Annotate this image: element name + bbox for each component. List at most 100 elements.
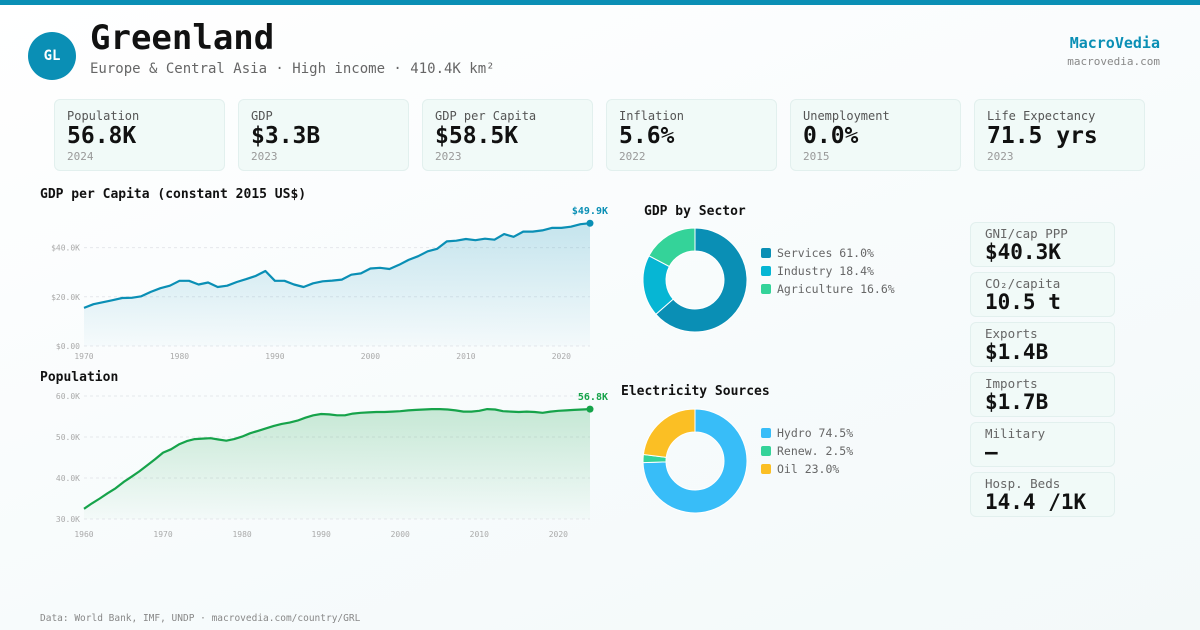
x-tick-label: 1970 <box>153 530 172 539</box>
x-tick-label: 2020 <box>552 352 571 361</box>
series-line <box>83 222 591 309</box>
legend-item: Hydro 74.5% <box>761 424 853 442</box>
y-tick-label: 50.0K <box>56 433 80 442</box>
donut-slice <box>648 227 696 268</box>
legend-swatch <box>761 248 771 258</box>
stat-year: 2023 <box>435 150 462 163</box>
x-tick-label: 1980 <box>170 352 189 361</box>
stat-year: 2023 <box>251 150 278 163</box>
stat-year: 2023 <box>987 150 1014 163</box>
y-tick-label: 60.0K <box>56 392 80 401</box>
series-line <box>83 408 591 510</box>
side-stat-label: Military <box>985 426 1046 441</box>
end-value-label: $49.9K <box>572 206 608 217</box>
stat-cards: Population 56.8K 2024 GDP $3.3B 2023 GDP per… <box>54 99 1145 171</box>
stat-card: GDP $3.3B 2023 <box>238 99 409 171</box>
x-tick-label: 2000 <box>361 352 380 361</box>
side-stat-card: Hosp. Beds 14.4 /1K <box>970 472 1115 517</box>
stat-card: Population 56.8K 2024 <box>54 99 225 171</box>
stat-year: 2015 <box>803 150 830 163</box>
legend-label: Oil 23.0% <box>777 462 840 476</box>
gdp-chart-title: GDP per Capita (constant 2015 US$) <box>40 187 307 202</box>
population-chart-title: Population <box>40 370 119 385</box>
stat-card: GDP per Capita $58.5K 2023 <box>422 99 593 171</box>
x-tick-label: 2000 <box>391 530 410 539</box>
x-tick-label: 1990 <box>265 352 284 361</box>
legend-swatch <box>761 446 771 456</box>
side-stat-label: Hosp. Beds <box>985 476 1061 491</box>
side-stat-value: $1.4B <box>985 340 1049 364</box>
legend-label: Agriculture 16.6% <box>777 282 895 296</box>
stat-value: $3.3B <box>251 123 321 149</box>
footer-source: Data: World Bank, IMF, UNDP · macrovedia… <box>40 613 361 624</box>
legend-swatch <box>761 284 771 294</box>
donut-slice <box>655 227 748 333</box>
stat-value: $58.5K <box>435 123 519 149</box>
stat-label: GDP <box>251 109 273 123</box>
x-tick-label: 1960 <box>74 530 93 539</box>
stat-label: Life Expectancy <box>987 109 1096 123</box>
legend-label: Services 61.0% <box>777 246 874 260</box>
legend-item: Industry 18.4% <box>761 262 895 280</box>
sector-legend: Services 61.0% Industry 18.4% Agricultur… <box>761 244 895 298</box>
legend-item: Services 61.0% <box>761 244 895 262</box>
side-stat-card: GNI/cap PPP $40.3K <box>970 222 1115 267</box>
y-tick-label: $40.0K <box>51 244 80 253</box>
stat-year: 2024 <box>67 150 94 163</box>
side-stat-card: Military — <box>970 422 1115 467</box>
stat-label: Inflation <box>619 109 685 123</box>
side-stat-card: Exports $1.4B <box>970 322 1115 367</box>
page-title: Greenland <box>90 18 275 58</box>
y-tick-label: $0.00 <box>56 342 80 351</box>
sector-chart-title: GDP by Sector <box>644 204 746 219</box>
area-fill <box>84 223 590 346</box>
stat-value: 71.5 yrs <box>987 123 1098 149</box>
side-stat-value: $1.7B <box>985 390 1049 414</box>
x-tick-label: 2020 <box>549 530 568 539</box>
legend-label: Hydro 74.5% <box>777 426 854 440</box>
legend-item: Renew. 2.5% <box>761 442 853 460</box>
area-fill <box>84 409 590 519</box>
end-point <box>586 405 594 413</box>
stat-card: Unemployment 0.0% 2015 <box>790 99 961 171</box>
end-point <box>586 219 594 227</box>
y-tick-label: 40.0K <box>56 474 80 483</box>
legend-item: Agriculture 16.6% <box>761 280 895 298</box>
side-stat-card: Imports $1.7B <box>970 372 1115 417</box>
donut-slice <box>642 408 748 514</box>
legend-item: Oil 23.0% <box>761 460 853 478</box>
brand-logo[interactable]: MacroVedia <box>1069 34 1160 52</box>
top-accent-bar <box>0 0 1200 5</box>
x-tick-label: 1990 <box>312 530 331 539</box>
donut-slice <box>642 408 696 458</box>
stat-label: GDP per Capita <box>435 109 537 123</box>
stat-card: Life Expectancy 71.5 yrs 2023 <box>974 99 1145 171</box>
country-avatar: GL <box>28 32 76 80</box>
stat-label: Population <box>67 109 140 123</box>
legend-swatch <box>761 266 771 276</box>
side-stat-value: 10.5 t <box>985 290 1061 314</box>
legend-label: Renew. 2.5% <box>777 444 854 458</box>
stat-year: 2022 <box>619 150 646 163</box>
x-tick-label: 2010 <box>470 530 489 539</box>
x-tick-label: 2010 <box>456 352 475 361</box>
x-tick-label: 1980 <box>232 530 251 539</box>
stat-label: Unemployment <box>803 109 890 123</box>
side-stat-value: — <box>985 440 998 464</box>
side-stat-label: Exports <box>985 326 1038 341</box>
electricity-chart-title: Electricity Sources <box>621 384 770 399</box>
page-subtitle: Europe & Central Asia · High income · 41… <box>90 61 495 77</box>
y-tick-label: 30.0K <box>56 515 80 524</box>
legend-swatch <box>761 464 771 474</box>
end-value-label: 56.8K <box>578 392 608 403</box>
stat-value: 5.6% <box>619 123 675 149</box>
stat-card: Inflation 5.6% 2022 <box>606 99 777 171</box>
side-stat-value: 14.4 /1K <box>985 490 1087 514</box>
brand-url[interactable]: macrovedia.com <box>1067 55 1160 68</box>
stat-value: 56.8K <box>67 123 137 149</box>
y-tick-label: $20.0K <box>51 293 80 302</box>
side-stat-card: CO₂/capita 10.5 t <box>970 272 1115 317</box>
electricity-legend: Hydro 74.5% Renew. 2.5% Oil 23.0% <box>761 424 853 478</box>
side-stat-label: CO₂/capita <box>985 276 1061 291</box>
